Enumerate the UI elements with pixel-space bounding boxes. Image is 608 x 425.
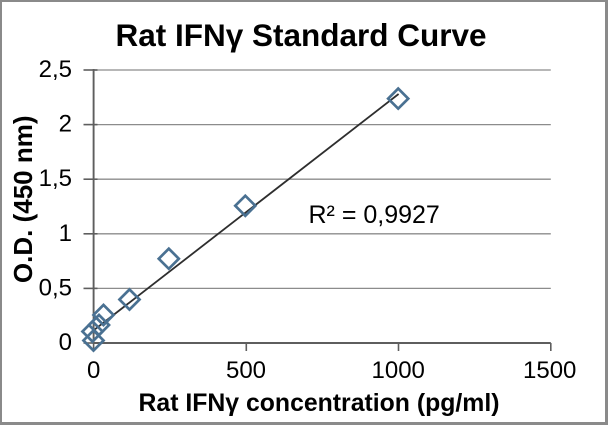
svg-text:500: 500 — [226, 357, 266, 384]
svg-text:Rat IFNγ Standard Curve: Rat IFNγ Standard Curve — [115, 17, 486, 53]
svg-text:Rat IFNγ concentration (pg/ml): Rat IFNγ concentration (pg/ml) — [139, 390, 500, 417]
svg-text:1,5: 1,5 — [39, 165, 72, 192]
svg-text:1000: 1000 — [372, 357, 425, 384]
svg-text:1: 1 — [59, 220, 72, 247]
svg-text:0: 0 — [59, 329, 72, 356]
svg-text:0: 0 — [87, 357, 100, 384]
svg-text:R² = 0,9927: R² = 0,9927 — [309, 201, 440, 229]
svg-text:0,5: 0,5 — [39, 274, 72, 301]
svg-text:1500: 1500 — [523, 357, 576, 384]
svg-text:2,5: 2,5 — [39, 56, 72, 83]
svg-text:O.D. (450 nm): O.D. (450 nm) — [8, 116, 38, 284]
svg-text:2: 2 — [59, 111, 72, 138]
